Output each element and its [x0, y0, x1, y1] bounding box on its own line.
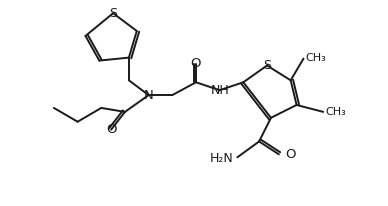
Text: CH₃: CH₃ [305, 53, 326, 63]
Text: NH: NH [210, 84, 229, 97]
Text: N: N [144, 89, 154, 102]
Text: CH₃: CH₃ [325, 107, 346, 117]
Text: O: O [286, 148, 296, 161]
Text: H₂N: H₂N [210, 152, 234, 165]
Text: S: S [263, 59, 271, 72]
Text: S: S [109, 7, 117, 20]
Text: O: O [106, 123, 116, 136]
Text: O: O [191, 57, 201, 70]
